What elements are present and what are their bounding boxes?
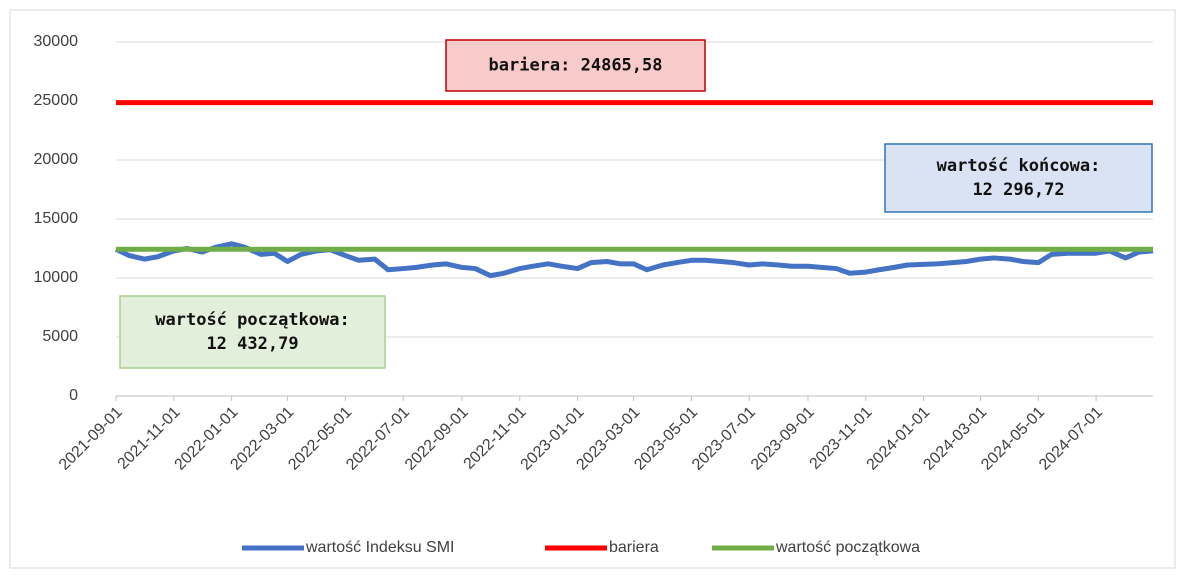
legend-label: bariera <box>609 539 659 556</box>
annotation-text: bariera: 24865,58 <box>489 56 663 76</box>
chart-border <box>9 9 1176 569</box>
line-series <box>114 241 1154 279</box>
y-tick-label: 10000 <box>34 269 79 286</box>
y-tick-label: 0 <box>69 387 78 404</box>
annotation-box <box>884 143 1153 213</box>
y-tick-label: 30000 <box>34 33 79 50</box>
y-tick-label: 5000 <box>42 328 78 345</box>
annotation-box <box>119 295 386 369</box>
y-tick-label: 25000 <box>34 92 79 109</box>
annotation-text: 12 432,79 <box>206 334 298 354</box>
annotation-text: wartość początkowa: <box>155 310 349 330</box>
y-tick-label: 20000 <box>34 151 79 168</box>
legend-label: wartość początkowa <box>775 539 920 556</box>
annotation-text: 12 296,72 <box>972 180 1064 200</box>
legend-label: wartość Indeksu SMI <box>305 539 455 556</box>
annotation-text: wartość końcowa: <box>937 156 1101 176</box>
annotation-box <box>445 39 706 92</box>
y-tick-label: 15000 <box>34 210 79 227</box>
